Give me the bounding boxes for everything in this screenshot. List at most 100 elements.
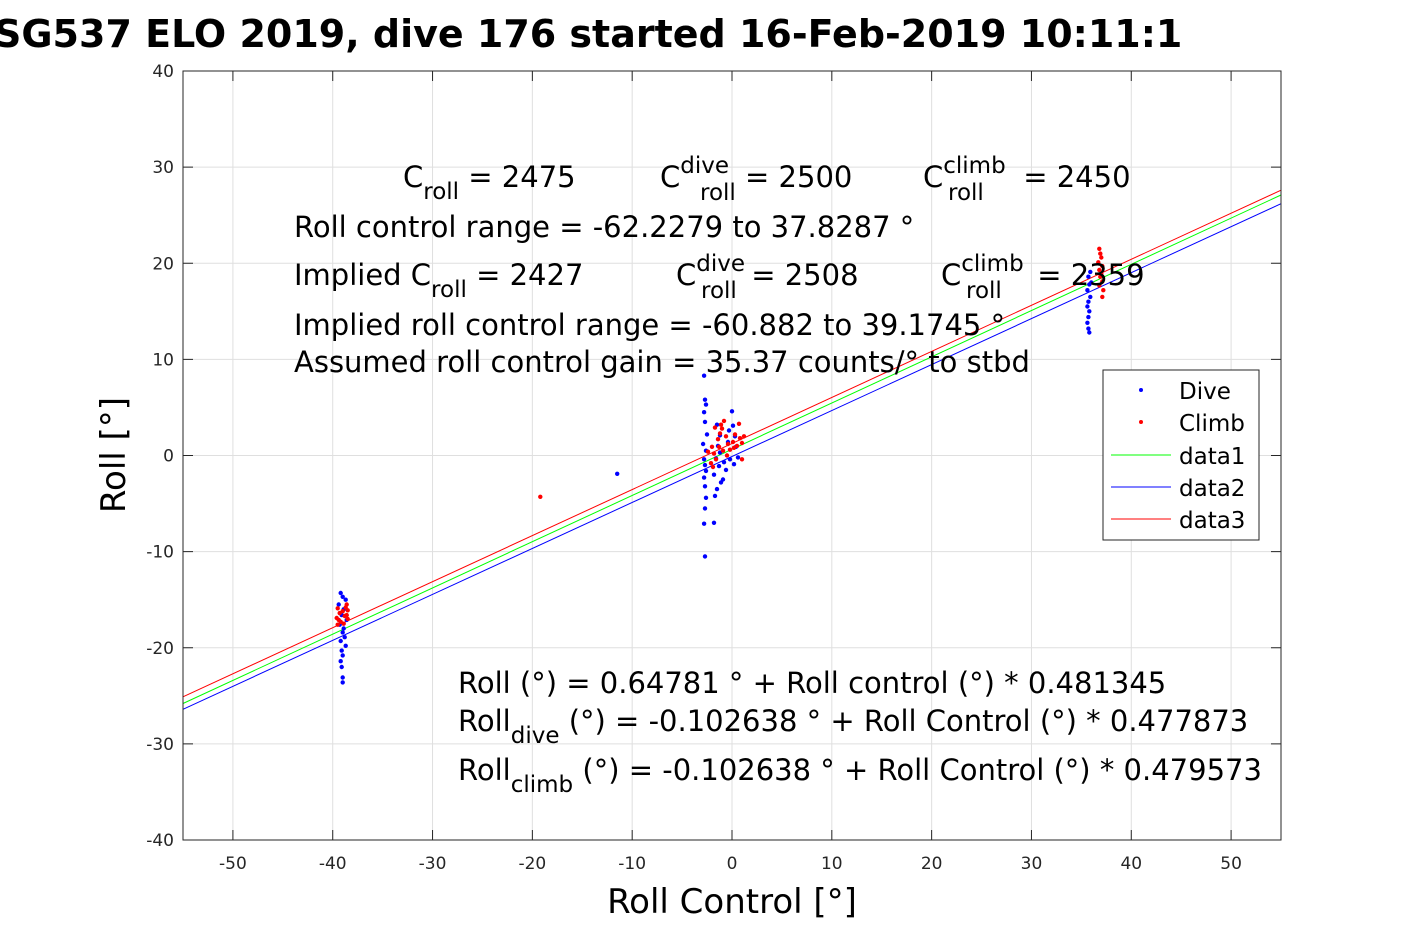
dive-point — [340, 630, 345, 635]
climb-point — [716, 444, 722, 449]
climb-point — [710, 464, 716, 470]
legend-label-climb: Climb — [1179, 411, 1245, 437]
dive-point — [702, 506, 708, 511]
annotation-c-roll-climb: Cclimb roll = 2450 — [923, 153, 1131, 206]
climb-point — [1097, 246, 1102, 251]
x-tick-label: -30 — [419, 854, 447, 874]
dive-point — [1086, 274, 1091, 279]
x-tick-label: -20 — [518, 854, 546, 874]
climb-point — [711, 451, 717, 456]
climb-point — [1100, 279, 1105, 284]
climb-point — [1096, 260, 1101, 265]
annotation-c-roll: Croll = 2475 — [403, 160, 576, 205]
x-tick-label: 20 — [921, 854, 943, 874]
dive-point — [712, 493, 718, 499]
dive-point — [735, 455, 741, 460]
dive-point — [1085, 304, 1090, 309]
y-tick-label: 40 — [152, 62, 174, 82]
y-tick-label: -10 — [146, 543, 174, 563]
dive-point — [700, 441, 706, 447]
plot-frame — [182, 70, 1282, 841]
dive-point — [702, 462, 708, 468]
dive-point — [343, 643, 348, 648]
dive-point — [1086, 314, 1091, 320]
climb-point — [715, 437, 721, 442]
annotation-implied-range: Implied roll control range = -60.882 to … — [294, 308, 1005, 342]
climb-point — [727, 447, 733, 452]
dive-point — [703, 495, 709, 500]
dive-point — [1086, 326, 1091, 331]
annotation-implied-c-roll-climb: Cclimb roll = 2359 — [941, 251, 1145, 304]
dive-point — [340, 653, 345, 658]
climb-point — [725, 441, 731, 447]
climb-point — [1100, 263, 1105, 269]
climb-point — [721, 418, 727, 424]
legend-marker-dive — [1139, 388, 1143, 392]
y-tick-label: 30 — [152, 158, 174, 178]
annotation-implied-c-roll: Implied Croll = 2427 — [294, 258, 583, 303]
legend-label-data1: data1 — [1179, 444, 1245, 470]
x-tick-label: 30 — [1021, 854, 1043, 874]
climb-point — [739, 440, 745, 446]
dive-point — [340, 594, 345, 599]
climb-point — [739, 457, 745, 462]
y-tick-label: -20 — [146, 639, 174, 659]
y-tick-label: -30 — [146, 735, 174, 755]
climb-point — [713, 457, 719, 462]
climb-point — [730, 439, 736, 445]
climb-point — [1098, 251, 1103, 256]
dive-point — [730, 423, 736, 428]
dive-point — [701, 457, 707, 462]
data-points — [334, 246, 1106, 685]
dive-point — [726, 428, 732, 433]
dive-point — [720, 477, 726, 482]
climb-point — [732, 432, 738, 437]
dive-point — [342, 635, 347, 640]
dive-point — [703, 402, 709, 407]
dive-point — [702, 554, 708, 559]
climb-point — [723, 434, 729, 439]
climb-point — [345, 608, 350, 613]
x-tick-label: 10 — [821, 854, 843, 874]
climb-point — [1101, 288, 1106, 293]
y-tick-label: 0 — [163, 447, 174, 467]
climb-point — [336, 617, 341, 623]
dive-point — [723, 467, 729, 473]
climb-point — [724, 453, 730, 458]
legend-label-dive: Dive — [1179, 379, 1231, 405]
legend-label-data2: data2 — [1179, 476, 1245, 502]
climb-point — [705, 449, 711, 454]
y-axis-label: Roll [°] — [94, 397, 134, 513]
climb-point — [335, 606, 340, 611]
annotations: Croll = 2475 Cdive roll = 2500 Cclimb roll… — [294, 153, 1262, 798]
climb-point — [741, 434, 747, 439]
annotation-fit-climb: Rollclimb (°) = -0.102638 ° + Roll Contr… — [458, 753, 1262, 798]
dive-point — [615, 471, 620, 476]
fit-line-data2 — [182, 203, 1282, 710]
dive-point — [1086, 299, 1091, 304]
climb-point — [712, 425, 718, 430]
dive-point — [1089, 280, 1094, 285]
y-tick-label: -40 — [146, 831, 174, 851]
climb-point — [1100, 294, 1105, 300]
x-tick-label: 40 — [1120, 854, 1142, 874]
legend: Dive Climb data1 data2 data3 — [1102, 369, 1260, 541]
dive-point — [711, 472, 717, 477]
dive-point — [701, 521, 707, 526]
dive-point — [338, 638, 343, 644]
dive-point — [729, 409, 735, 414]
dive-point — [711, 520, 717, 525]
climb-point — [736, 421, 742, 426]
legend-marker-climb — [1139, 420, 1143, 424]
climb-point — [718, 422, 724, 427]
dive-point — [1087, 309, 1092, 314]
x-tick-label: -10 — [618, 854, 646, 874]
dive-point — [731, 462, 737, 467]
dive-point — [338, 590, 343, 596]
dive-point — [704, 432, 710, 437]
climb-point — [709, 444, 715, 449]
dive-point — [714, 486, 720, 492]
climb-point — [341, 621, 346, 626]
annotation-roll-control-range: Roll control range = -62.2279 to 37.8287… — [294, 210, 914, 244]
climb-point — [345, 616, 350, 622]
